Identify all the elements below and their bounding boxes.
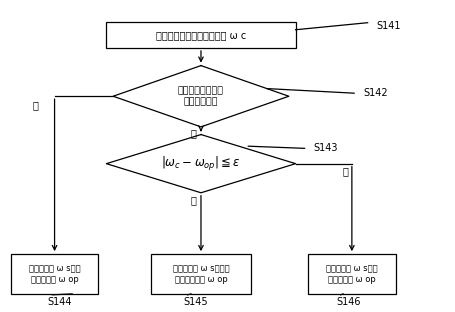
Bar [151, 254, 250, 294]
Text: 否: 否 [342, 166, 348, 176]
Text: 振颤烈度是否超过
临界调控阈值: 振颤烈度是否超过 临界调控阈值 [177, 86, 223, 106]
Text: S146: S146 [335, 297, 360, 308]
Text: 获取风力发电机的当前转速 ω c: 获取风力发电机的当前转速 ω c [156, 30, 246, 40]
Bar [307, 254, 395, 294]
Text: $|\omega_c - \omega_{op}| \leqq \varepsilon$: $|\omega_c - \omega_{op}| \leqq \varepsi… [161, 155, 240, 173]
Text: 是: 是 [190, 128, 196, 138]
Text: S142: S142 [362, 88, 387, 98]
Text: S144: S144 [48, 297, 72, 308]
Text: 否: 否 [33, 100, 39, 110]
Text: 将期望转速 ω s设定
为最优转速 ω op: 将期望转速 ω s设定 为最优转速 ω op [29, 264, 80, 284]
Text: S141: S141 [376, 21, 400, 31]
Text: S145: S145 [182, 297, 207, 308]
Text: 将期望转速 ω s设定
为最优转速 ω op: 将期望转速 ω s设定 为最优转速 ω op [325, 264, 377, 284]
Bar [10, 254, 98, 294]
Text: 是: 是 [190, 195, 196, 205]
Text: S143: S143 [313, 143, 337, 153]
Bar [106, 22, 295, 48]
Text: 将期望转速 ω s设定为
低于最优转速 ω op: 将期望转速 ω s设定为 低于最优转速 ω op [172, 264, 229, 284]
